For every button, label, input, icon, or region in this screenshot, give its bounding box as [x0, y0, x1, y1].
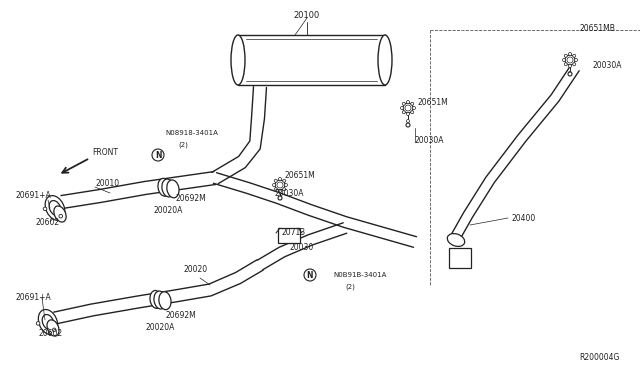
Circle shape [405, 105, 411, 111]
Text: (2): (2) [178, 142, 188, 148]
Ellipse shape [231, 35, 245, 85]
Text: 20651MB: 20651MB [580, 23, 616, 32]
Circle shape [52, 328, 56, 332]
Circle shape [275, 188, 277, 191]
Circle shape [567, 57, 573, 63]
Circle shape [36, 321, 40, 325]
Text: 20020: 20020 [183, 266, 207, 275]
Text: 20010: 20010 [95, 179, 119, 187]
Text: N08918-3401A: N08918-3401A [165, 130, 218, 136]
Bar [238, 35, 385, 85]
Circle shape [403, 102, 405, 105]
Circle shape [278, 189, 282, 192]
Text: 20602: 20602 [38, 328, 62, 337]
Circle shape [401, 106, 403, 109]
Ellipse shape [47, 320, 59, 336]
Circle shape [283, 179, 285, 182]
Text: 20602: 20602 [35, 218, 59, 227]
Text: (2): (2) [345, 284, 355, 290]
Circle shape [575, 58, 577, 61]
Circle shape [59, 214, 63, 218]
Ellipse shape [154, 291, 166, 309]
Circle shape [275, 180, 285, 190]
Circle shape [273, 183, 275, 186]
Text: 20651M: 20651M [285, 170, 316, 180]
Circle shape [152, 149, 164, 161]
Text: 20030A: 20030A [593, 61, 623, 70]
Text: 20691+A: 20691+A [15, 190, 51, 199]
Circle shape [278, 177, 282, 180]
Text: 20691+A: 20691+A [15, 294, 51, 302]
Circle shape [565, 55, 575, 65]
Circle shape [277, 182, 283, 188]
Ellipse shape [150, 291, 162, 308]
Circle shape [406, 119, 410, 122]
Text: 20400: 20400 [512, 214, 536, 222]
Text: 20692M: 20692M [175, 193, 205, 202]
Circle shape [411, 111, 413, 114]
Circle shape [304, 269, 316, 281]
Circle shape [564, 63, 567, 66]
Circle shape [285, 183, 287, 186]
Circle shape [44, 207, 47, 211]
Text: 20030A: 20030A [415, 135, 445, 144]
Circle shape [568, 71, 572, 74]
Text: 20020A: 20020A [145, 324, 174, 333]
Ellipse shape [42, 314, 54, 330]
Text: 20692M: 20692M [165, 311, 196, 320]
Ellipse shape [447, 234, 465, 246]
Circle shape [275, 179, 277, 182]
Circle shape [406, 112, 410, 115]
Text: FRONT: FRONT [92, 148, 118, 157]
Circle shape [568, 72, 572, 76]
Circle shape [411, 102, 413, 105]
Ellipse shape [159, 292, 171, 310]
Circle shape [403, 111, 405, 114]
Text: 20713: 20713 [282, 228, 306, 237]
Circle shape [403, 103, 413, 113]
Circle shape [568, 64, 572, 67]
Ellipse shape [162, 179, 174, 197]
Ellipse shape [49, 201, 61, 215]
Text: 20030: 20030 [290, 244, 314, 253]
Circle shape [573, 54, 576, 57]
Circle shape [278, 196, 282, 200]
Text: 20020A: 20020A [153, 205, 182, 215]
Circle shape [278, 196, 282, 199]
Text: 20030A: 20030A [275, 189, 305, 198]
Ellipse shape [54, 206, 66, 222]
Ellipse shape [158, 179, 170, 196]
Text: N: N [155, 151, 161, 160]
Ellipse shape [167, 180, 179, 198]
Text: R200004G: R200004G [580, 353, 620, 362]
Circle shape [413, 106, 415, 109]
Circle shape [568, 52, 572, 55]
Circle shape [564, 54, 567, 57]
Bar [278, 228, 300, 243]
Ellipse shape [38, 310, 58, 334]
Circle shape [406, 123, 410, 127]
Circle shape [573, 63, 576, 66]
Text: 20651M: 20651M [418, 97, 449, 106]
Text: N: N [307, 270, 313, 279]
Ellipse shape [378, 35, 392, 85]
Text: 20100: 20100 [294, 10, 320, 19]
Text: N0B91B-3401A: N0B91B-3401A [333, 272, 387, 278]
Circle shape [563, 58, 566, 61]
Bar [449, 248, 471, 268]
Circle shape [406, 100, 410, 103]
Circle shape [283, 188, 285, 191]
Ellipse shape [45, 196, 65, 220]
